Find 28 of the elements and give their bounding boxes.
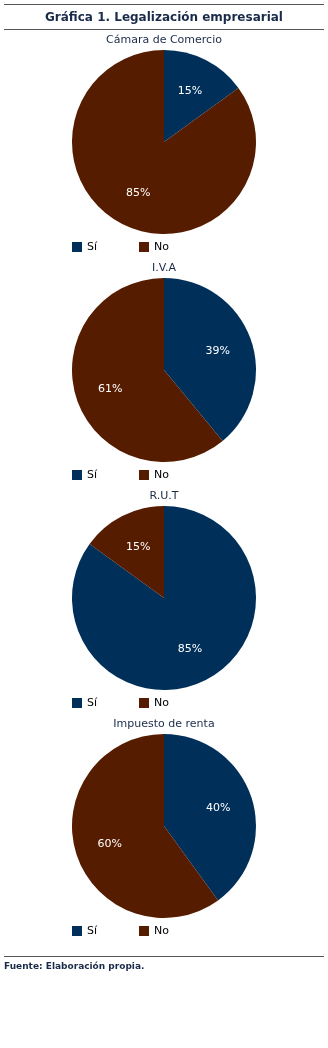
- legend-label: Sí: [87, 924, 98, 937]
- source-note: Fuente: Elaboración propia.: [4, 956, 324, 975]
- legend-label: No: [154, 240, 170, 253]
- data-label: 60%: [97, 836, 122, 850]
- pie-slice: [72, 506, 256, 690]
- pie-slice: [164, 278, 256, 441]
- pie-slice: [89, 506, 164, 598]
- chart-subtitle: Cámara de Comercio: [106, 33, 223, 46]
- legend-label: No: [154, 468, 170, 481]
- legend-label: No: [154, 924, 170, 937]
- data-label: 85%: [177, 641, 203, 655]
- chart-subtitle: I.V.A: [152, 261, 177, 274]
- pie-slice: [164, 50, 239, 142]
- data-label: 85%: [125, 185, 151, 199]
- chart-subtitle: R.U.T: [149, 489, 179, 502]
- pie-slice: [72, 50, 256, 234]
- chart-subtitle: Impuesto de renta: [113, 717, 215, 730]
- data-label: 61%: [98, 382, 123, 396]
- legend-label: Sí: [87, 240, 98, 253]
- legend-label: Sí: [87, 468, 98, 481]
- data-label: 15%: [177, 84, 203, 98]
- legend-label: No: [154, 696, 170, 709]
- data-label: 39%: [205, 343, 230, 357]
- data-label: 15%: [125, 540, 151, 554]
- data-label: 40%: [206, 801, 231, 815]
- pie-slice: [164, 734, 256, 901]
- chart-title: Gráfica 1. Legalización empresarial: [4, 4, 324, 30]
- legend-label: Sí: [87, 696, 98, 709]
